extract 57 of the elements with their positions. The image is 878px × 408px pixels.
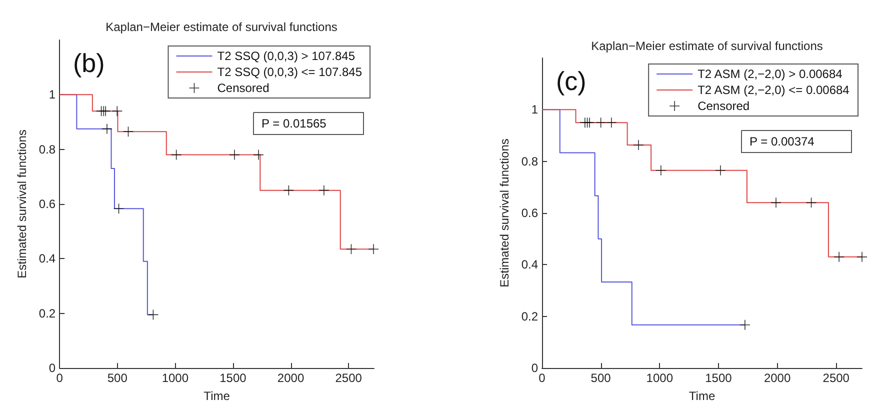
- point: [368, 244, 379, 254]
- x-tick-label: 500: [107, 371, 128, 385]
- point: [715, 165, 726, 176]
- legend-label: Censored: [217, 81, 270, 95]
- legend-label: T2 SSQ (0,0,3) > 107.845: [217, 49, 356, 63]
- y-axis-title: Estimated survival functions: [497, 138, 512, 288]
- y-tick-label: 0.6: [521, 206, 538, 220]
- annotation: (c): [556, 66, 586, 96]
- point: [740, 320, 750, 330]
- legend-label: T2 SSQ (0,0,3) <= 107.845: [217, 65, 362, 79]
- x-tick-label: 1000: [162, 371, 189, 385]
- x-tick-label: 2000: [277, 371, 304, 385]
- annotation: P = 0.00374: [750, 134, 815, 148]
- point: [857, 252, 867, 262]
- x-tick-label: 1000: [646, 371, 674, 385]
- annotation: P = 0.01565: [262, 116, 327, 130]
- x-tick-label: 2000: [764, 371, 791, 385]
- y-tick-label: 1: [531, 102, 538, 117]
- point: [584, 118, 595, 128]
- x-tick-label: 1500: [220, 371, 247, 385]
- point: [771, 198, 781, 208]
- y-tick-label: 0.8: [521, 154, 538, 168]
- point: [102, 124, 112, 134]
- point: [346, 244, 356, 254]
- y-tick-label: 0.4: [521, 258, 538, 272]
- point: [656, 165, 666, 176]
- point: [114, 204, 124, 214]
- annotation: (b): [73, 48, 105, 78]
- y-tick-label: 0: [531, 361, 538, 375]
- point: [112, 106, 122, 116]
- y-tick-label: 1: [48, 88, 56, 102]
- point: [318, 185, 329, 196]
- point: [606, 118, 616, 128]
- legend-label: T2 ASM (2,−2,0) > 0.00684: [698, 67, 843, 81]
- point: [254, 150, 264, 160]
- chart-title: Kaplan−Meier estimate of survival functions: [591, 39, 823, 53]
- point: [834, 252, 844, 262]
- y-tick-label: 0.2: [38, 306, 56, 320]
- y-tick-label: 0.4: [38, 252, 56, 266]
- point: [596, 118, 606, 128]
- y-tick-label: 0.2: [521, 309, 538, 324]
- point: [229, 150, 240, 160]
- x-tick-label: 2500: [335, 371, 362, 385]
- point: [123, 126, 134, 137]
- x-tick-label: 500: [590, 371, 612, 385]
- x-axis-title: Time: [688, 389, 716, 403]
- chart-title: Kaplan−Meier estimate of survival functions: [106, 20, 338, 34]
- x-axis-title: Time: [204, 389, 230, 403]
- y-tick-label: 0.8: [38, 142, 56, 156]
- y-tick-label: 0.6: [38, 197, 56, 211]
- legend-label: Censored: [698, 99, 750, 113]
- x-tick-label: 1500: [705, 371, 732, 385]
- point: [633, 140, 644, 150]
- legend-label: T2 ASM (2,−2,0) <= 0.00684: [698, 83, 850, 97]
- y-tick-label: 0: [48, 361, 56, 375]
- x-tick-label: 2500: [822, 371, 850, 385]
- y-axis-title: Estimated survival functions: [15, 130, 29, 278]
